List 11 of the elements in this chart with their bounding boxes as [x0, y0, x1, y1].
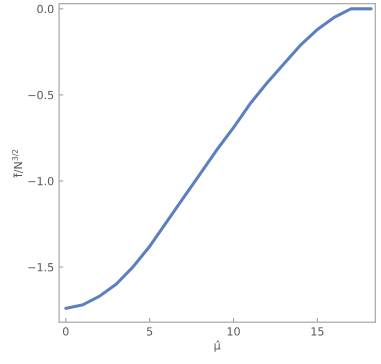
- x-tick-label: 5: [146, 327, 152, 336]
- x-axis-title: μ̂: [214, 340, 220, 352]
- y-tick-label: 0.0: [37, 4, 54, 14]
- x-tick-label: 15: [312, 327, 324, 336]
- y-tick-label: −0.5: [28, 90, 54, 100]
- line-series: [64, 7, 373, 310]
- y-tick-label: −1.0: [28, 176, 54, 186]
- y-tick-label: −1.5: [28, 263, 54, 272]
- x-tick-label: 0: [62, 327, 69, 336]
- x-tick-label: 10: [228, 327, 240, 336]
- y-axis-title: f̂/N$^{3/2}$: [12, 150, 24, 178]
